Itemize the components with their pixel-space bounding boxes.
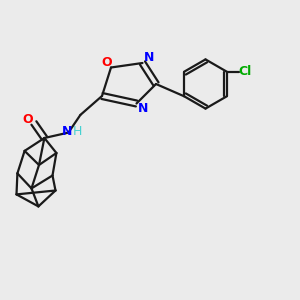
Text: N: N (138, 101, 148, 115)
Text: O: O (101, 56, 112, 69)
Text: N: N (62, 125, 72, 139)
Text: O: O (22, 113, 33, 126)
Text: N: N (144, 51, 154, 64)
Text: H: H (73, 125, 82, 139)
Text: Cl: Cl (239, 65, 252, 78)
